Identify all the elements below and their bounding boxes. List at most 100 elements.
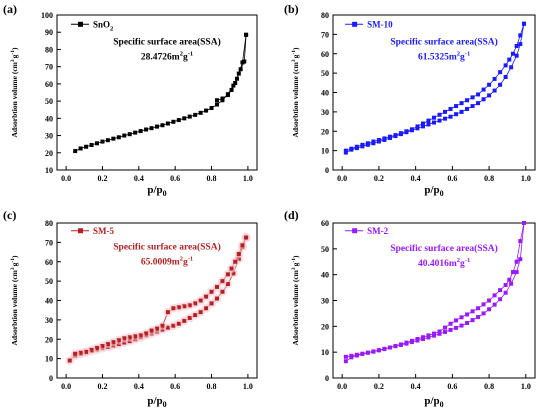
x-tick-label: 1.0 bbox=[243, 382, 253, 391]
data-point bbox=[476, 101, 481, 106]
data-point bbox=[437, 112, 442, 117]
data-point bbox=[220, 96, 225, 101]
data-point bbox=[365, 350, 370, 355]
panel-d: (d) 0.0 0.2 0.4 0.6 0.8 1.0 0 10 20 30 40 50 60 p/p0 Ad… bbox=[284, 208, 536, 409]
y-tick-label: 30 bbox=[321, 108, 329, 117]
data-point bbox=[432, 333, 436, 338]
y-tick-label: 40 bbox=[321, 271, 329, 280]
data-point bbox=[503, 75, 508, 79]
data-point bbox=[492, 76, 497, 81]
x-tick-label: 0.6 bbox=[447, 174, 457, 183]
data-point bbox=[459, 109, 464, 114]
y-tick-label: 50 bbox=[45, 277, 53, 286]
data-point bbox=[518, 42, 523, 47]
data-point bbox=[209, 106, 214, 110]
data-point bbox=[73, 149, 78, 154]
data-point bbox=[236, 252, 241, 256]
x-tick-label: 0.4 bbox=[411, 382, 421, 391]
x-tick-label: 0.6 bbox=[447, 382, 457, 391]
data-point bbox=[171, 323, 176, 328]
data-point bbox=[507, 277, 512, 282]
data-point bbox=[67, 358, 72, 363]
y-tick-label: 10 bbox=[45, 166, 53, 175]
y-tick-label: 20 bbox=[45, 149, 53, 158]
data-point bbox=[487, 307, 492, 312]
data-point bbox=[437, 331, 442, 336]
series-desorption bbox=[343, 221, 526, 359]
data-point bbox=[127, 132, 132, 137]
legend-marker bbox=[78, 21, 83, 27]
data-point bbox=[481, 311, 486, 316]
x-tick-label: 0.0 bbox=[337, 174, 347, 183]
data-point bbox=[193, 301, 198, 306]
y-tick-label: 50 bbox=[45, 97, 53, 106]
ssa-title: Specific surface area(SSA) bbox=[390, 36, 497, 47]
x-tick-label: 0.6 bbox=[170, 382, 180, 391]
y-tick-label: 90 bbox=[45, 28, 53, 37]
data-point bbox=[198, 110, 203, 115]
panel-b: (b) 0.0 0.2 0.4 0.6 0.8 1.0 0 10 20 30 40 50 60 70 80 p/… bbox=[284, 2, 536, 198]
legend: SM-10 bbox=[345, 19, 393, 29]
data-point bbox=[171, 306, 176, 311]
y-tick-label: 0 bbox=[49, 374, 53, 383]
data-point bbox=[382, 136, 387, 141]
data-point bbox=[149, 328, 154, 333]
data-point bbox=[498, 297, 503, 302]
ssa-value: 28.4726m2g-1 bbox=[141, 50, 193, 62]
data-point bbox=[343, 354, 348, 359]
ssa-value: 40.4016m2g-1 bbox=[418, 257, 470, 269]
data-point bbox=[498, 70, 503, 75]
x-tick-label: 0.6 bbox=[170, 174, 180, 183]
x-tick-label: 0.2 bbox=[97, 382, 107, 391]
ssa-title: Specific surface area(SSA) bbox=[113, 36, 220, 47]
x-axis-label: p/p0 bbox=[147, 395, 166, 409]
data-point bbox=[432, 115, 436, 120]
legend-label: SnO2 bbox=[93, 19, 113, 32]
data-point bbox=[182, 116, 187, 121]
y-tick-label: 10 bbox=[45, 355, 53, 364]
data-point bbox=[122, 336, 127, 341]
data-point bbox=[133, 334, 138, 339]
data-point bbox=[492, 293, 497, 298]
data-point bbox=[465, 106, 470, 111]
data-point bbox=[354, 352, 359, 357]
panel-a: (a) 0.0 0.2 0.4 0.6 0.8 1.0 10 20 30 40 50 60 70 80 90 1… bbox=[3, 2, 258, 198]
y-axis-label: Adsorbtion volume (cm3g-1) bbox=[291, 255, 300, 346]
x-axis-label: p/p0 bbox=[424, 395, 443, 409]
data-point bbox=[459, 323, 464, 328]
legend-label: SM-5 bbox=[93, 226, 114, 236]
data-point bbox=[187, 315, 192, 320]
data-point bbox=[448, 114, 453, 119]
legend-marker bbox=[352, 21, 358, 27]
data-point bbox=[225, 272, 230, 277]
data-point bbox=[448, 327, 453, 332]
x-tick-label: 1.0 bbox=[521, 382, 531, 391]
x-tick-label: 0.2 bbox=[374, 174, 384, 183]
y-tick-label: 70 bbox=[45, 63, 53, 72]
y-tick-label: 20 bbox=[321, 127, 329, 136]
data-point bbox=[95, 141, 99, 146]
y-tick-label: 70 bbox=[321, 30, 329, 39]
data-point bbox=[404, 129, 409, 134]
data-point bbox=[454, 325, 459, 330]
ssa-annotation: Specific surface area(SSA) 40.4016m2g-1 bbox=[390, 243, 497, 269]
data-point bbox=[204, 306, 209, 311]
data-point bbox=[105, 138, 110, 143]
data-point bbox=[514, 259, 519, 264]
ssa-title: Specific surface area(SSA) bbox=[113, 241, 220, 252]
ssa-value: 65.0009m2g-1 bbox=[141, 255, 193, 267]
plot-frame bbox=[56, 14, 258, 171]
data-point bbox=[343, 359, 348, 364]
data-point bbox=[144, 331, 149, 336]
data-point bbox=[100, 139, 105, 144]
data-point bbox=[229, 266, 234, 271]
data-point bbox=[487, 82, 492, 87]
data-point bbox=[231, 271, 236, 276]
panel-label: (c) bbox=[3, 208, 16, 222]
series-adsorption bbox=[65, 233, 251, 366]
series-desorption bbox=[343, 21, 526, 153]
data-point bbox=[376, 137, 381, 142]
y-tick-label: 60 bbox=[45, 80, 53, 89]
data-point bbox=[176, 305, 181, 310]
